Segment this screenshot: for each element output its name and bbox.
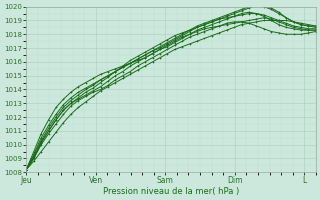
X-axis label: Pression niveau de la mer( hPa ): Pression niveau de la mer( hPa )	[103, 187, 239, 196]
